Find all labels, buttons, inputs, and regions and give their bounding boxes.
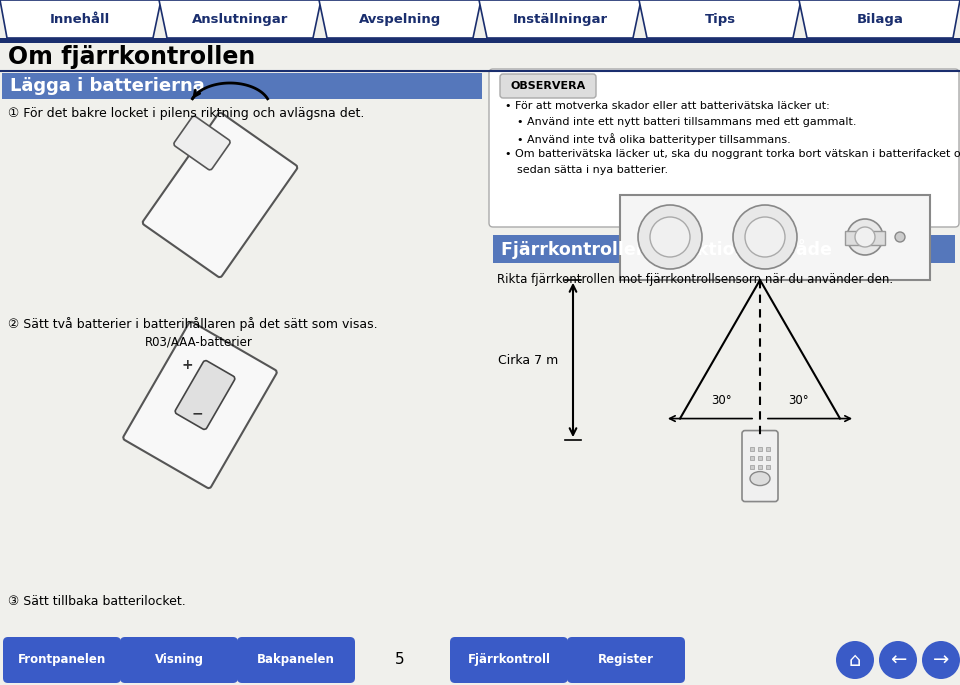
Text: ① För det bakre locket i pilens riktning och avlägsna det.: ① För det bakre locket i pilens riktning… [8, 107, 365, 120]
Text: R03/AAA-batterier: R03/AAA-batterier [145, 335, 252, 348]
Circle shape [895, 232, 905, 242]
Text: Avspelning: Avspelning [359, 12, 442, 25]
Ellipse shape [750, 471, 770, 486]
FancyBboxPatch shape [567, 637, 685, 683]
FancyBboxPatch shape [123, 322, 276, 488]
FancyBboxPatch shape [175, 360, 235, 429]
Circle shape [855, 227, 875, 247]
Circle shape [733, 205, 797, 269]
Text: Cirka 7 m: Cirka 7 m [497, 353, 558, 366]
Text: Lägga i batterierna: Lägga i batterierna [10, 77, 204, 95]
Text: Register: Register [598, 653, 654, 667]
Bar [493, 235, 955, 263]
Bar [758, 456, 762, 460]
Text: Innehåll: Innehåll [50, 12, 110, 25]
FancyBboxPatch shape [450, 637, 568, 683]
Text: Inställningar: Inställningar [513, 12, 608, 25]
FancyBboxPatch shape [237, 637, 355, 683]
Bar [750, 456, 754, 460]
Bar [758, 447, 762, 451]
FancyBboxPatch shape [3, 637, 121, 683]
Text: Bilaga: Bilaga [856, 12, 903, 25]
FancyBboxPatch shape [174, 116, 230, 170]
Bar [750, 464, 754, 469]
Polygon shape [639, 0, 801, 38]
Circle shape [922, 641, 960, 679]
Circle shape [650, 217, 690, 257]
Circle shape [879, 641, 917, 679]
Text: • Använd inte ett nytt batteri tillsammans med ett gammalt.: • Använd inte ett nytt batteri tillsamma… [517, 117, 856, 127]
Bar [0, 38, 960, 43]
Text: • Använd inte två olika batterityper tillsammans.: • Använd inte två olika batterityper til… [517, 133, 791, 145]
Text: ⌂: ⌂ [849, 651, 861, 669]
Polygon shape [799, 0, 960, 38]
Text: ←: ← [890, 651, 906, 669]
FancyBboxPatch shape [143, 113, 298, 277]
Text: 30°: 30° [711, 394, 732, 407]
Polygon shape [0, 0, 161, 38]
Circle shape [745, 217, 785, 257]
Text: Fjärrkontrollens funktionsområde: Fjärrkontrollens funktionsområde [501, 239, 832, 259]
FancyBboxPatch shape [489, 69, 959, 227]
FancyBboxPatch shape [620, 195, 930, 280]
FancyBboxPatch shape [742, 431, 778, 501]
Text: Fjärrkontroll: Fjärrkontroll [468, 653, 550, 667]
Text: +: + [181, 358, 193, 372]
Bar [766, 464, 770, 469]
Bar [750, 447, 754, 451]
Circle shape [847, 219, 883, 255]
Text: Frontpanelen: Frontpanelen [18, 653, 107, 667]
Bar [758, 464, 762, 469]
Text: Tips: Tips [705, 12, 735, 25]
Text: • Om batterivätska läcker ut, ska du noggrant torka bort vätskan i batterifacket: • Om batterivätska läcker ut, ska du nog… [505, 149, 960, 159]
FancyBboxPatch shape [500, 74, 596, 98]
Text: Anslutningar: Anslutningar [192, 12, 288, 25]
Text: 5: 5 [396, 653, 405, 667]
Text: ③ Sätt tillbaka batterilocket.: ③ Sätt tillbaka batterilocket. [8, 595, 185, 608]
Text: OBSERVERA: OBSERVERA [511, 81, 586, 91]
Bar [766, 447, 770, 451]
FancyBboxPatch shape [120, 637, 238, 683]
Bar [2, 73, 482, 99]
Text: 30°: 30° [788, 394, 808, 407]
Text: Om fjärrkontrollen: Om fjärrkontrollen [8, 45, 255, 69]
Text: −: − [191, 406, 203, 420]
Polygon shape [479, 0, 641, 38]
Text: Visning: Visning [155, 653, 204, 667]
Text: Bakpanelen: Bakpanelen [257, 653, 335, 667]
Text: • För att motverka skador eller att batterivätska läcker ut:: • För att motverka skador eller att batt… [505, 101, 829, 111]
Circle shape [638, 205, 702, 269]
Circle shape [836, 641, 874, 679]
Text: Rikta fjärrkontrollen mot fjärrkontrollsensorn när du använder den.: Rikta fjärrkontrollen mot fjärrkontrolls… [497, 273, 893, 286]
Polygon shape [319, 0, 481, 38]
Text: ② Sätt två batterier i batterihållaren på det sätt som visas.: ② Sätt två batterier i batterihållaren p… [8, 317, 377, 331]
Polygon shape [159, 0, 321, 38]
Text: sedan sätta i nya batterier.: sedan sätta i nya batterier. [517, 165, 668, 175]
Bar [766, 456, 770, 460]
Bar [845, 231, 885, 245]
Text: →: → [933, 651, 949, 669]
Bar [0, 635, 960, 685]
